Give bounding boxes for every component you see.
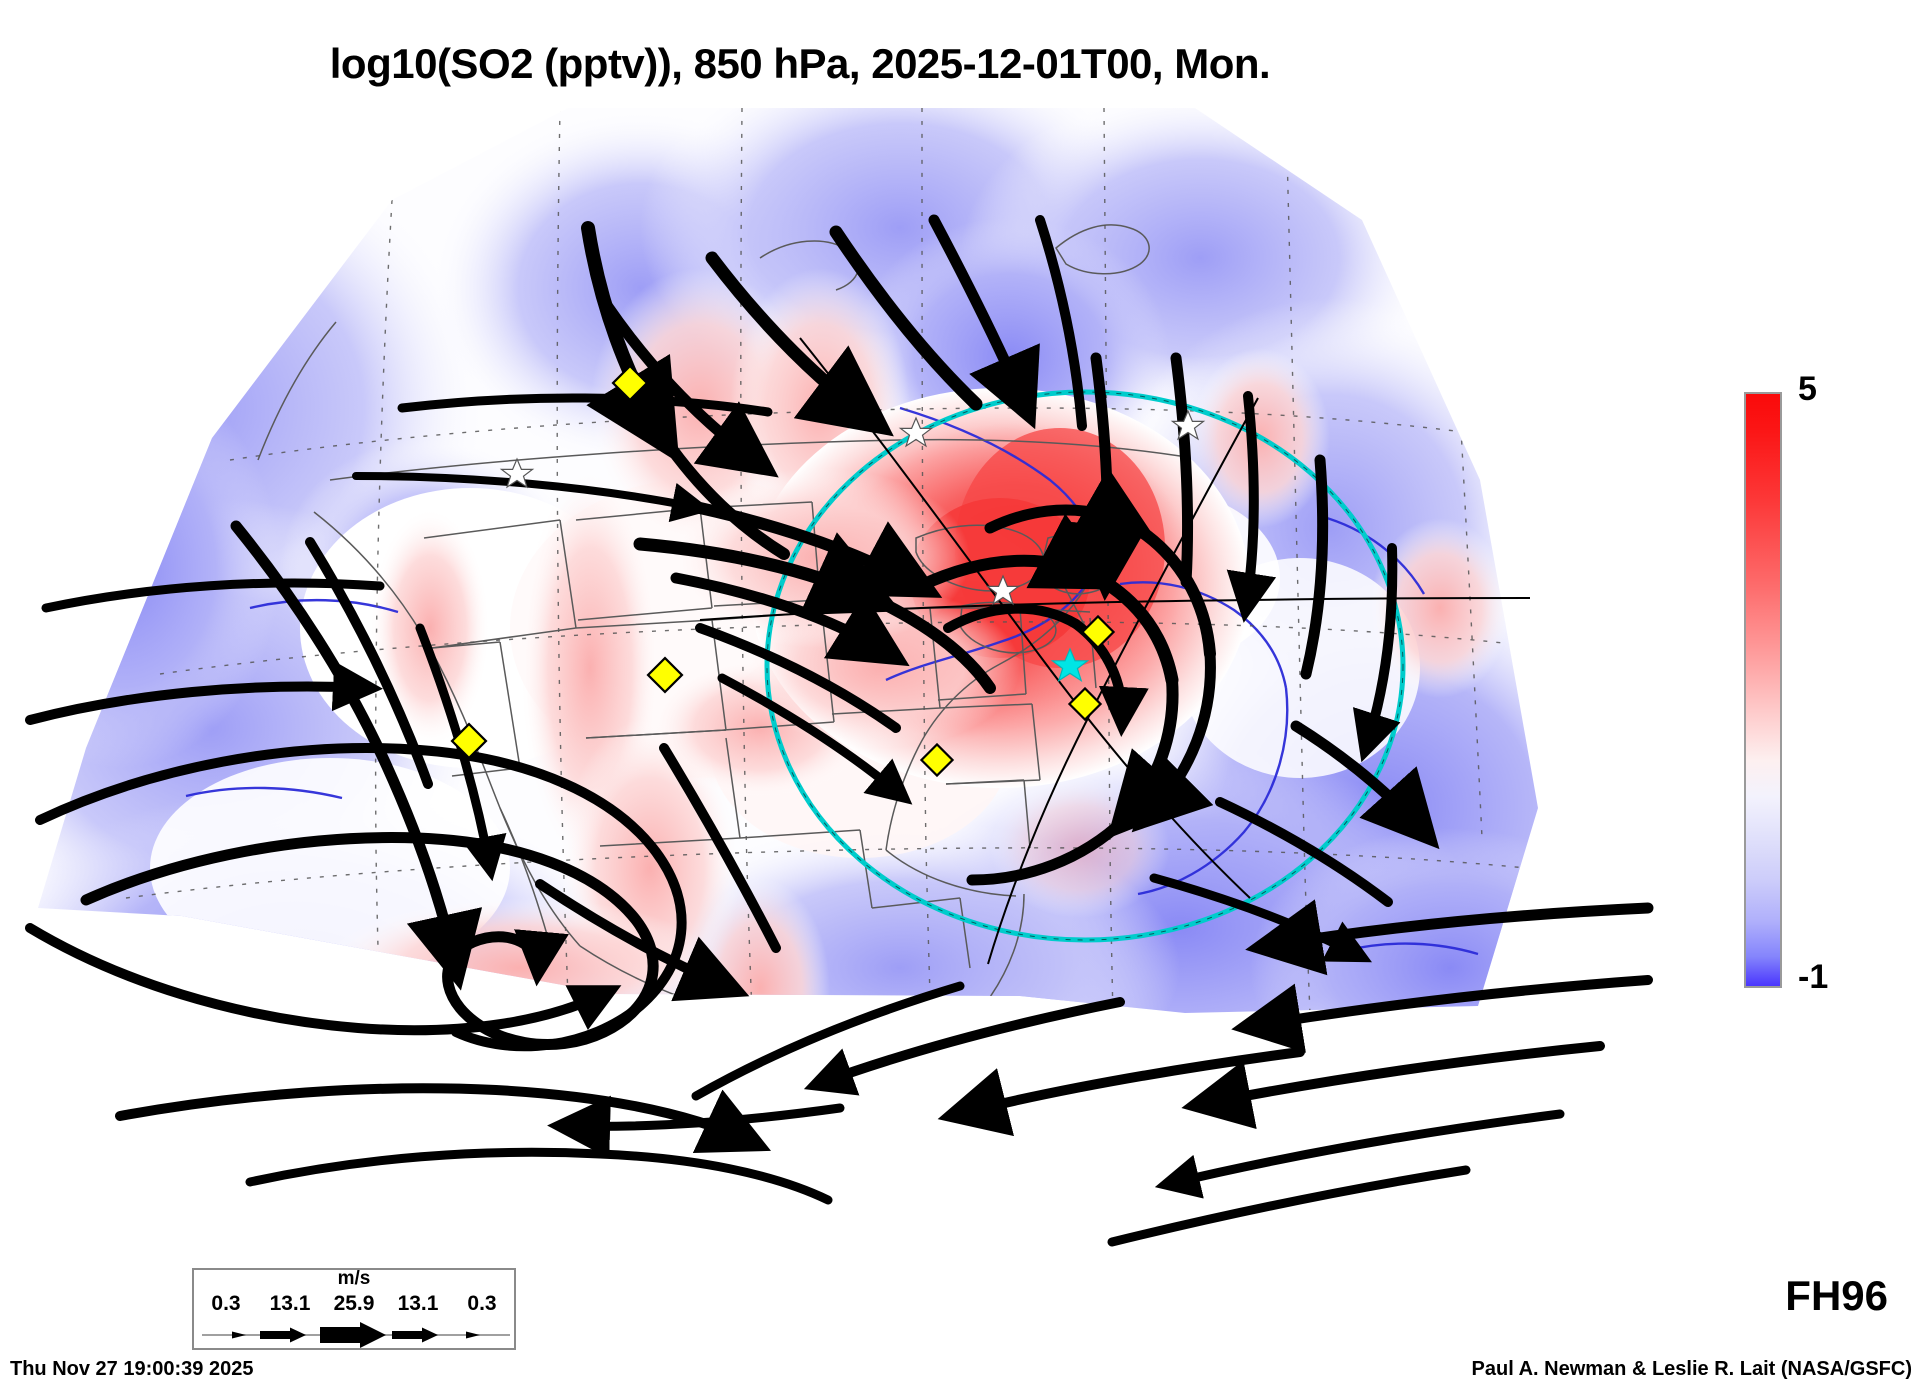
generation-timestamp: Thu Nov 27 19:00:39 2025 — [10, 1358, 254, 1380]
colorbar-min-label: -1 — [1798, 958, 1829, 996]
city-marker-greatlakes[interactable] — [985, 574, 1021, 606]
author-credit: Paul A. Newman & Leslie R. Lait (NASA/GS… — [1471, 1358, 1912, 1380]
site-marker-sw[interactable] — [450, 722, 488, 760]
page-title: log10(SO2 (pptv)), 850 hPa, 2025-12-01T0… — [329, 40, 1271, 87]
site-marker-se[interactable] — [919, 742, 955, 778]
wind-units-label: m/s — [337, 1268, 371, 1289]
colorbar: 5 -1 — [1744, 370, 1924, 996]
wind-tick-2: 13.1 — [269, 1292, 311, 1315]
map-canvas[interactable] — [0, 108, 1660, 1268]
colorbar-gradient — [1744, 392, 1782, 988]
site-marker-nw[interactable] — [611, 364, 649, 402]
focus-marker-dc[interactable] — [1050, 647, 1090, 683]
map-panel[interactable] — [0, 108, 1660, 1268]
city-marker-ne[interactable] — [1170, 409, 1206, 441]
wind-tick-3: 25.9 — [333, 1292, 375, 1315]
wind-tick-5: 0.3 — [467, 1292, 497, 1315]
wind-tick-1: 0.3 — [211, 1292, 241, 1315]
wind-tick-4: 13.1 — [397, 1292, 439, 1315]
wind-streamlines — [25, 214, 1654, 1247]
wind-arrow-scale — [202, 1322, 510, 1348]
site-marker-ne-upper[interactable] — [1080, 614, 1116, 650]
wind-tick-labels: 0.3 13.1 25.9 13.1 0.3 — [194, 1292, 514, 1316]
colorbar-max-label: 5 — [1798, 370, 1817, 408]
city-marker-nw[interactable] — [499, 457, 535, 489]
wind-speed-legend: m/s 0.3 13.1 25.9 13.1 0.3 — [192, 1268, 516, 1350]
city-marker-north[interactable] — [898, 416, 934, 448]
forecast-hour-label: FH96 — [1785, 1272, 1888, 1319]
range-ring — [764, 389, 1406, 943]
site-marker-ne-lower[interactable] — [1067, 686, 1103, 722]
map-markers[interactable] — [450, 364, 1206, 778]
site-marker-co[interactable] — [646, 656, 684, 694]
